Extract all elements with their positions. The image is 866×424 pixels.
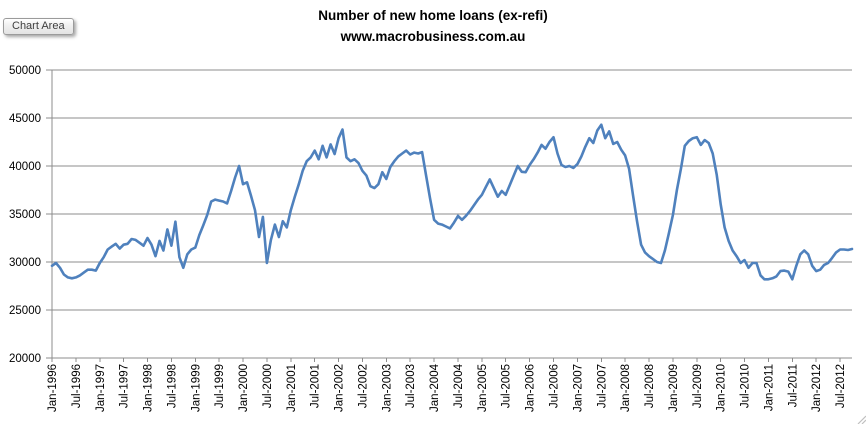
x-axis-label: Jan-2004: [429, 363, 441, 412]
x-axis-label: Jul-2006: [548, 364, 560, 408]
x-axis-label: Jul-2012: [835, 364, 847, 408]
x-axis-label: Jul-1999: [214, 364, 226, 408]
x-axis-label: Jan-2000: [238, 364, 250, 412]
tooltip-label: Chart Area: [12, 20, 65, 32]
x-axis-label: Jan-2003: [381, 364, 393, 412]
x-axis-label: Jul-1997: [119, 364, 131, 408]
x-axis-label: Jul-2009: [692, 364, 704, 408]
y-axis-label: 40000: [9, 161, 41, 173]
x-axis-label: Jan-2006: [525, 364, 537, 412]
x-axis-label: Jan-2002: [334, 364, 346, 412]
x-axis-label: Jan-2010: [716, 364, 728, 412]
x-axis-label: Jul-2002: [357, 364, 369, 408]
x-axis-label: Jan-1996: [47, 364, 59, 412]
x-axis-label: Jan-1997: [95, 364, 107, 412]
x-axis-label: Jul-2005: [501, 364, 513, 408]
x-axis-label: Jan-2001: [286, 364, 298, 412]
x-axis-label: Jul-2000: [262, 364, 274, 408]
chart-area-tooltip: Chart Area: [3, 18, 74, 35]
resize-handle[interactable]: [856, 414, 866, 424]
x-axis-label: Jan-2011: [763, 364, 775, 411]
x-axis-label: Jan-1998: [143, 364, 155, 412]
x-axis-label: Jan-2007: [572, 364, 584, 412]
x-axis-label: Jul-2007: [596, 364, 608, 408]
chart-title: Number of new home loans (ex-refi): [318, 8, 548, 23]
x-axis-label: Jul-1996: [71, 364, 83, 408]
x-axis-label: Jan-2012: [811, 364, 823, 412]
x-axis-label: Jul-1998: [166, 364, 178, 408]
x-axis-label: Jan-1999: [190, 364, 202, 412]
x-axis-label: Jul-2008: [644, 364, 656, 408]
chart-subtitle: www.macrobusiness.com.au: [340, 28, 526, 44]
x-axis-label: Jul-2003: [405, 364, 417, 408]
x-axis-label: Jan-2005: [477, 364, 489, 412]
y-axis-label: 45000: [9, 113, 41, 125]
y-axis-label: 50000: [9, 65, 41, 77]
x-axis-label: Jan-2008: [620, 364, 632, 412]
x-axis-label: Jul-2004: [453, 363, 465, 408]
y-axis-label: 25000: [9, 305, 41, 317]
y-axis-label: 20000: [9, 353, 41, 365]
x-axis-label: Jul-2011: [787, 364, 799, 407]
x-axis-label: Jan-2009: [668, 364, 680, 412]
x-axis-label: Jul-2001: [310, 364, 322, 408]
chart-title-block: Number of new home loans (ex-refi) www.m…: [0, 6, 866, 48]
y-axis-label: 35000: [9, 209, 41, 221]
y-axis-label: 30000: [9, 257, 41, 269]
data-series-line[interactable]: [50, 123, 854, 281]
x-axis-label: Jul-2010: [740, 364, 752, 408]
